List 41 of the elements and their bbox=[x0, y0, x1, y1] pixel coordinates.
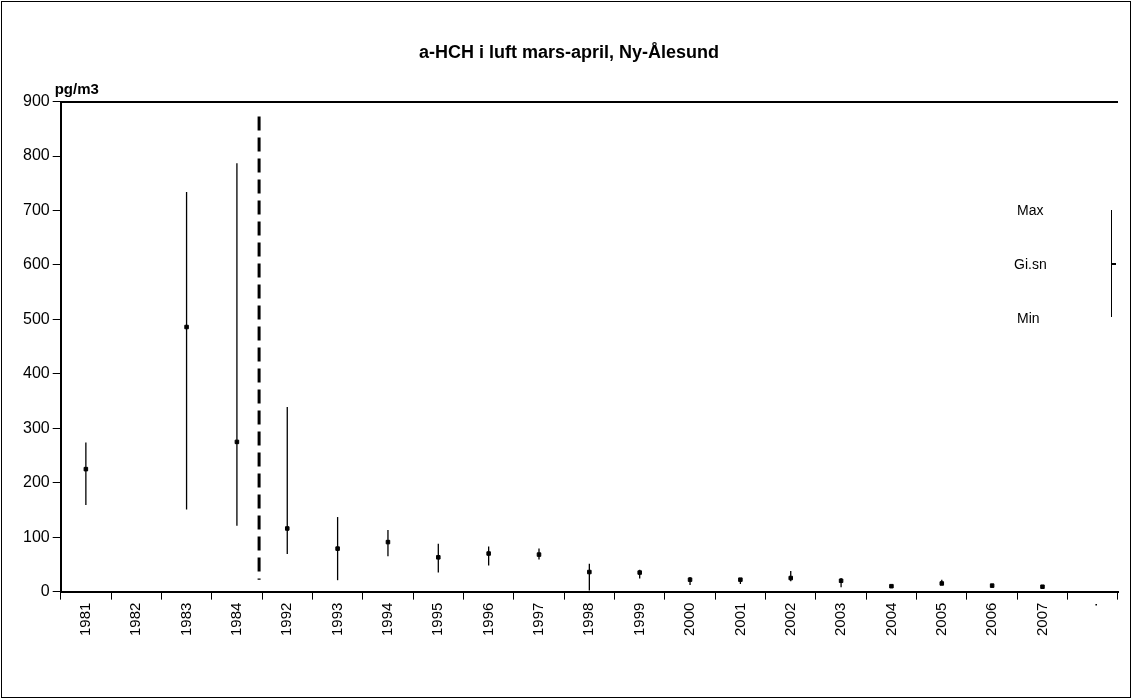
y-tick-label: 500 bbox=[22, 309, 50, 327]
x-tick-label: . bbox=[1082, 602, 1100, 607]
x-tick-label: 1992 bbox=[277, 602, 295, 637]
x-tick-label: 1982 bbox=[126, 602, 144, 637]
x-tick-label: 1981 bbox=[76, 602, 94, 637]
y-tick-label: 600 bbox=[22, 255, 50, 273]
x-tick-label: 1995 bbox=[428, 602, 446, 637]
y-tick-label: 300 bbox=[22, 418, 50, 436]
annotation: Min bbox=[1017, 309, 1040, 326]
x-tick-label: 2005 bbox=[931, 602, 949, 637]
y-tick-label: 100 bbox=[22, 527, 50, 545]
y-tick-label: 700 bbox=[22, 200, 50, 218]
point bbox=[335, 546, 340, 551]
x-tick-label: 2007 bbox=[1032, 602, 1050, 637]
y-tick-label: 200 bbox=[22, 473, 50, 491]
x-tick-label: 2004 bbox=[881, 602, 899, 637]
point bbox=[637, 570, 642, 575]
y-tick-label: 900 bbox=[22, 92, 50, 110]
annotation: Gi.sn bbox=[1014, 255, 1047, 272]
point bbox=[436, 555, 441, 560]
x-tick-label: 1999 bbox=[629, 602, 647, 637]
y-axis-title: pg/m3 bbox=[54, 80, 99, 98]
x-tick-label: 1997 bbox=[529, 602, 547, 637]
point bbox=[284, 526, 290, 531]
x-tick-label: 2003 bbox=[831, 602, 849, 637]
chart-title: a-HCH i luft mars-april, Ny-Ålesund bbox=[418, 41, 720, 62]
annotation: Max bbox=[1017, 201, 1044, 218]
point bbox=[486, 551, 491, 556]
x-tick-label: 2000 bbox=[680, 602, 698, 637]
x-tick-label: 1993 bbox=[327, 602, 345, 637]
x-tick-label: 1998 bbox=[579, 602, 597, 637]
x-tick-label: 2002 bbox=[780, 602, 798, 637]
x-tick-label: 1984 bbox=[227, 602, 245, 637]
x-tick-label: 2006 bbox=[982, 602, 1000, 637]
x-tick-label: 1996 bbox=[478, 602, 496, 637]
y-tick-label: 400 bbox=[22, 364, 50, 382]
x-tick-label: 2001 bbox=[730, 602, 748, 637]
y-tick-label: 0 bbox=[40, 582, 50, 600]
x-tick-label: 1994 bbox=[378, 602, 396, 637]
x-tick-label: 1983 bbox=[176, 602, 194, 637]
y-tick-label: 800 bbox=[22, 146, 50, 164]
